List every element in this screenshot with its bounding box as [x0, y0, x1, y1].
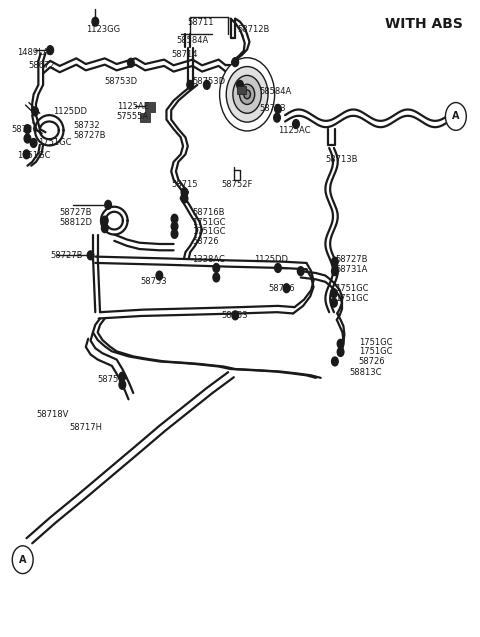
Text: 58715: 58715 [171, 180, 198, 189]
Circle shape [240, 84, 255, 104]
Circle shape [171, 222, 178, 231]
Text: 58727B: 58727B [335, 255, 367, 264]
Circle shape [171, 214, 178, 223]
Circle shape [213, 264, 219, 273]
Circle shape [181, 194, 188, 203]
Circle shape [219, 58, 275, 131]
Text: 58718V: 58718V [36, 410, 68, 419]
Text: 57555A: 57555A [117, 112, 149, 121]
Bar [144, 102, 155, 111]
Text: 58753D: 58753D [192, 76, 226, 85]
Text: 1751GC: 1751GC [359, 347, 392, 357]
Text: 1123GG: 1123GG [86, 25, 120, 34]
Circle shape [32, 107, 38, 116]
Text: 1751GC: 1751GC [335, 294, 368, 303]
Text: 58813C: 58813C [349, 368, 382, 376]
Text: 1751GC: 1751GC [359, 338, 392, 347]
Text: 1489LA: 1489LA [17, 48, 49, 57]
Circle shape [24, 125, 31, 134]
Circle shape [244, 90, 251, 99]
Text: 58584A: 58584A [176, 36, 208, 45]
Text: 58732: 58732 [73, 121, 100, 130]
Text: 1125AC: 1125AC [278, 127, 311, 136]
Circle shape [226, 66, 268, 122]
Text: 58726: 58726 [192, 237, 219, 246]
Circle shape [213, 273, 219, 282]
Text: A: A [452, 111, 460, 122]
Text: 58714: 58714 [171, 50, 198, 59]
Text: 58712B: 58712B [238, 25, 270, 34]
Circle shape [181, 188, 188, 197]
Circle shape [171, 229, 178, 238]
Circle shape [187, 80, 193, 89]
Text: 58752F: 58752F [221, 180, 252, 189]
Circle shape [24, 134, 31, 143]
Text: 58753: 58753 [221, 311, 248, 320]
Circle shape [92, 17, 98, 26]
Circle shape [156, 271, 163, 280]
Text: 1751GC: 1751GC [38, 138, 72, 147]
Text: 58584A: 58584A [259, 87, 291, 96]
Text: 1751GC: 1751GC [17, 151, 50, 160]
Circle shape [293, 120, 300, 129]
Circle shape [237, 80, 243, 89]
Text: WITH ABS: WITH ABS [385, 17, 463, 31]
Circle shape [332, 267, 338, 276]
Circle shape [332, 357, 338, 366]
Text: 1125DD: 1125DD [53, 107, 86, 116]
Circle shape [275, 104, 281, 113]
Circle shape [47, 46, 54, 55]
Circle shape [232, 58, 239, 66]
Text: 58753: 58753 [140, 277, 167, 287]
Text: 58731A: 58731A [335, 265, 367, 274]
Circle shape [233, 75, 261, 113]
Circle shape [337, 348, 344, 356]
Circle shape [128, 59, 134, 67]
Text: 58717H: 58717H [69, 422, 102, 432]
Text: 58753D: 58753D [105, 76, 138, 85]
Circle shape [331, 298, 337, 307]
Text: 58713B: 58713B [325, 155, 358, 164]
Text: 1751GC: 1751GC [192, 227, 226, 236]
Text: 58812D: 58812D [60, 218, 93, 227]
Text: 58716B: 58716B [192, 208, 225, 217]
Text: 1751GC: 1751GC [192, 218, 226, 227]
Text: 1125DD: 1125DD [254, 255, 288, 264]
Circle shape [445, 103, 466, 131]
Text: 58727B: 58727B [60, 208, 92, 217]
Circle shape [204, 80, 210, 89]
Circle shape [12, 546, 33, 573]
Circle shape [23, 150, 30, 159]
Text: 1751GC: 1751GC [335, 283, 368, 292]
Text: 1338AC: 1338AC [192, 255, 226, 264]
Circle shape [331, 289, 337, 297]
Bar [237, 86, 246, 94]
Text: A: A [19, 555, 26, 565]
Text: 58711: 58711 [188, 18, 214, 27]
Circle shape [105, 201, 111, 210]
Circle shape [101, 224, 108, 233]
Circle shape [101, 216, 108, 225]
Text: 58726: 58726 [359, 357, 385, 366]
Circle shape [119, 380, 126, 389]
Circle shape [274, 113, 280, 122]
Circle shape [337, 340, 344, 348]
Circle shape [283, 283, 290, 292]
Text: 58672: 58672 [29, 61, 56, 71]
Circle shape [30, 138, 37, 147]
Text: 1125AE: 1125AE [117, 102, 149, 111]
Text: 58726: 58726 [268, 283, 295, 292]
Circle shape [298, 267, 304, 276]
Text: 58727B: 58727B [50, 251, 83, 260]
Circle shape [87, 251, 94, 260]
Text: 58755: 58755 [97, 375, 124, 383]
Text: 58727B: 58727B [73, 131, 106, 140]
Circle shape [275, 264, 281, 273]
Bar [140, 113, 150, 122]
Circle shape [332, 257, 338, 266]
Text: 58726: 58726 [12, 125, 38, 134]
Text: 58723: 58723 [259, 104, 286, 113]
Circle shape [232, 311, 239, 320]
Circle shape [119, 372, 126, 381]
